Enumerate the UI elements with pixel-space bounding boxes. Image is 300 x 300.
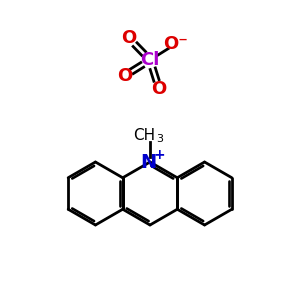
Text: N: N <box>140 152 157 172</box>
Text: +: + <box>154 148 165 162</box>
Text: 3: 3 <box>156 134 164 144</box>
Text: O: O <box>122 29 137 47</box>
Text: CH: CH <box>134 128 156 142</box>
Text: O: O <box>152 80 167 98</box>
Text: O: O <box>117 67 132 85</box>
Text: O⁻: O⁻ <box>163 35 188 53</box>
Text: Cl: Cl <box>140 51 160 69</box>
